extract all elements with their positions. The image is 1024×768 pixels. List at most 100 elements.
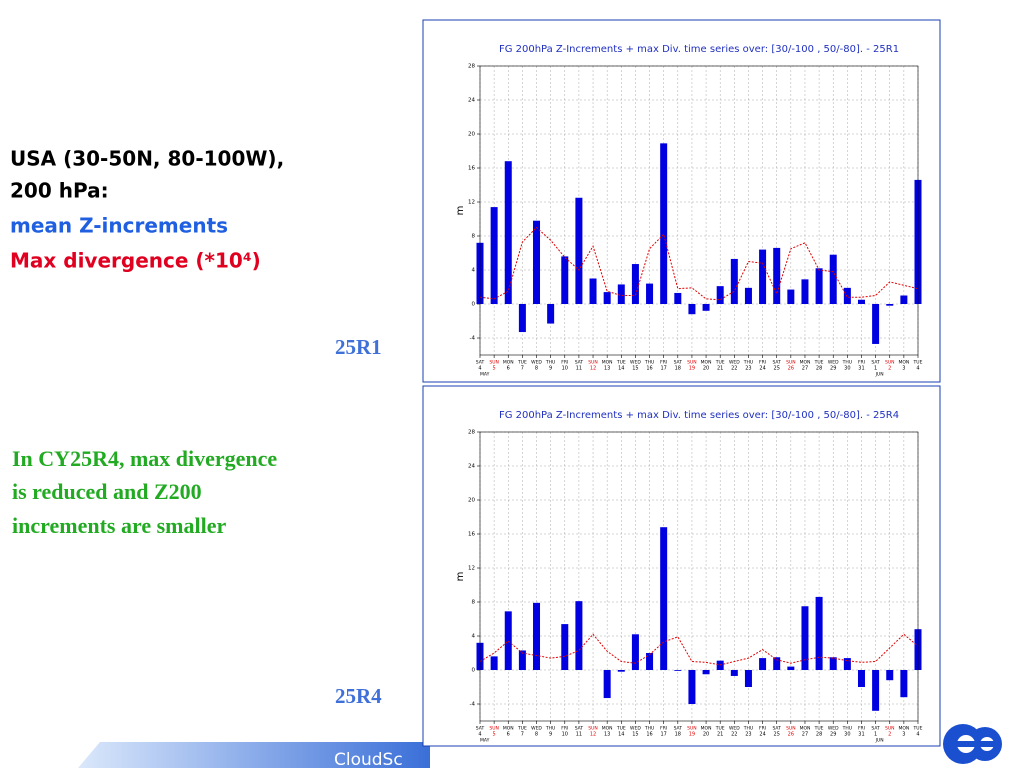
x-tick-label: 27 bbox=[802, 732, 808, 738]
y-axis-label: m bbox=[455, 572, 466, 582]
x-tick-label: 2 bbox=[888, 366, 891, 372]
bar bbox=[490, 656, 498, 670]
x-weekday-label: SUN bbox=[687, 726, 697, 732]
x-tick-label: 8 bbox=[535, 732, 538, 738]
x-tick-label: 28 bbox=[816, 732, 822, 738]
bar bbox=[801, 606, 809, 670]
plot-frame bbox=[479, 65, 919, 356]
bar bbox=[646, 283, 654, 304]
bar bbox=[872, 304, 880, 344]
x-weekday-label: SUN bbox=[489, 726, 499, 732]
bar bbox=[674, 292, 682, 304]
chart-frame bbox=[422, 385, 941, 747]
y-tick-label: 28 bbox=[468, 64, 475, 70]
bar bbox=[646, 653, 654, 670]
bar bbox=[688, 304, 696, 315]
x-tick-label: 31 bbox=[858, 732, 864, 738]
x-tick-label: 31 bbox=[858, 366, 864, 372]
x-weekday-label: THU bbox=[644, 360, 654, 366]
bar bbox=[603, 292, 611, 304]
x-month-label: MAY bbox=[480, 372, 490, 378]
x-tick-label: 23 bbox=[745, 732, 751, 738]
bar bbox=[730, 258, 738, 304]
x-tick-label: 25 bbox=[774, 732, 780, 738]
x-weekday-label: MON bbox=[503, 360, 514, 366]
bar bbox=[886, 304, 894, 306]
x-weekday-label: WED bbox=[729, 726, 740, 732]
bar bbox=[829, 657, 837, 670]
x-weekday-label: MON bbox=[602, 726, 613, 732]
bar bbox=[575, 601, 583, 670]
x-weekday-label: SAT bbox=[575, 360, 584, 366]
x-tick-label: 15 bbox=[632, 732, 638, 738]
x-tick-label: 17 bbox=[660, 732, 666, 738]
x-tick-label: 24 bbox=[759, 366, 765, 372]
bar bbox=[759, 658, 767, 670]
x-weekday-label: WED bbox=[828, 726, 839, 732]
bar bbox=[900, 670, 908, 698]
x-weekday-label: FRI bbox=[660, 726, 667, 732]
x-weekday-label: WED bbox=[531, 726, 542, 732]
bar bbox=[843, 658, 851, 670]
x-tick-label: 18 bbox=[675, 366, 681, 372]
x-tick-label: 4 bbox=[478, 366, 481, 372]
x-weekday-label: TUE bbox=[814, 360, 824, 366]
x-tick-label: 19 bbox=[689, 366, 695, 372]
x-weekday-label: FRI bbox=[660, 360, 667, 366]
x-tick-label: 4 bbox=[916, 366, 919, 372]
x-weekday-label: TUE bbox=[517, 726, 527, 732]
y-tick-label: -4 bbox=[470, 702, 476, 708]
heading: USA (30-50N, 80-100W), bbox=[10, 147, 284, 171]
x-tick-label: 10 bbox=[562, 366, 568, 372]
bar bbox=[490, 207, 498, 304]
x-tick-label: 29 bbox=[830, 732, 836, 738]
x-weekday-label: SAT bbox=[674, 360, 683, 366]
chart-label: 25R4 bbox=[335, 684, 382, 708]
y-tick-label: 20 bbox=[468, 498, 475, 504]
bar bbox=[773, 657, 781, 670]
x-weekday-label: SUN bbox=[786, 726, 796, 732]
y-tick-label: 16 bbox=[468, 166, 475, 172]
bar bbox=[716, 286, 724, 304]
x-tick-label: 20 bbox=[703, 366, 709, 372]
x-tick-label: 22 bbox=[731, 732, 737, 738]
footer-text: CloudSc bbox=[334, 750, 403, 768]
bar bbox=[533, 602, 541, 670]
bar bbox=[617, 670, 625, 672]
y-tick-label: 12 bbox=[468, 566, 475, 572]
x-tick-label: 16 bbox=[646, 732, 652, 738]
x-weekday-label: FRI bbox=[858, 360, 865, 366]
x-tick-label: 21 bbox=[717, 732, 723, 738]
x-tick-label: 13 bbox=[604, 366, 610, 372]
bar bbox=[829, 254, 837, 304]
bar bbox=[674, 670, 682, 671]
x-tick-label: 7 bbox=[521, 732, 524, 738]
chart-title: FG 200hPa Z-Increments + max Div. time s… bbox=[499, 44, 899, 55]
x-tick-label: 27 bbox=[802, 366, 808, 372]
bar bbox=[603, 670, 611, 699]
x-tick-label: 12 bbox=[590, 366, 596, 372]
x-weekday-label: FRI bbox=[858, 726, 865, 732]
x-weekday-label: SUN bbox=[687, 360, 697, 366]
bar bbox=[617, 284, 625, 304]
x-weekday-label: MON bbox=[800, 360, 811, 366]
x-weekday-label: THU bbox=[545, 726, 555, 732]
x-weekday-label: SAT bbox=[476, 360, 485, 366]
chart: FG 200hPa Z-Increments + max Div. time s… bbox=[422, 19, 941, 383]
y-tick-label: 0 bbox=[472, 302, 476, 308]
x-tick-label: 13 bbox=[604, 732, 610, 738]
x-weekday-label: THU bbox=[644, 726, 654, 732]
bar bbox=[759, 249, 767, 304]
x-tick-label: 1 bbox=[874, 366, 877, 372]
bar bbox=[631, 634, 639, 670]
x-weekday-label: TUE bbox=[913, 360, 923, 366]
x-weekday-label: SUN bbox=[786, 360, 796, 366]
x-tick-label: 4 bbox=[478, 732, 481, 738]
y-tick-label: -4 bbox=[470, 336, 476, 342]
x-weekday-label: TUE bbox=[715, 360, 725, 366]
x-tick-label: 12 bbox=[590, 732, 596, 738]
bar bbox=[787, 289, 795, 304]
x-tick-label: 20 bbox=[703, 732, 709, 738]
x-tick-label: 26 bbox=[788, 366, 794, 372]
